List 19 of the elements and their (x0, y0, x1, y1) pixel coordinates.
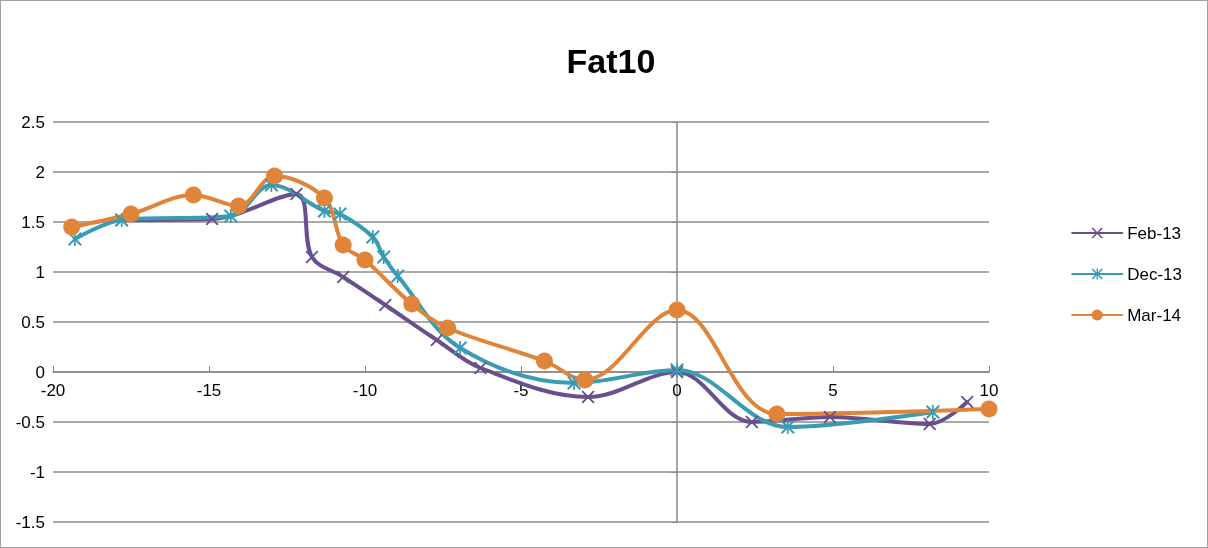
x-tick-label: 5 (828, 381, 838, 400)
x-tick-label: 10 (979, 381, 999, 400)
y-tick-label: 2.5 (21, 112, 45, 132)
legend-label: Dec-13 (1127, 264, 1183, 284)
y-tick-label: 1 (35, 262, 45, 282)
x-tick-label: -15 (196, 381, 222, 400)
x-tick-label: -10 (352, 381, 378, 400)
chart-title: Fat10 (566, 42, 656, 80)
legend-label: Mar-14 (1127, 305, 1182, 325)
y-tick-label: 1.5 (21, 212, 45, 232)
y-tick-label: -1.5 (15, 512, 45, 532)
x-tick-label: -20 (40, 381, 66, 400)
legend-label: Feb-13 (1127, 223, 1182, 243)
x-tick-label: 0 (672, 381, 682, 400)
y-tick-label: -0.5 (15, 412, 45, 432)
y-tick-label: 0.5 (21, 312, 45, 332)
y-tick-label: -1 (29, 462, 45, 482)
y-tick-label: 0 (35, 362, 45, 382)
y-tick-label: 2 (35, 162, 45, 182)
